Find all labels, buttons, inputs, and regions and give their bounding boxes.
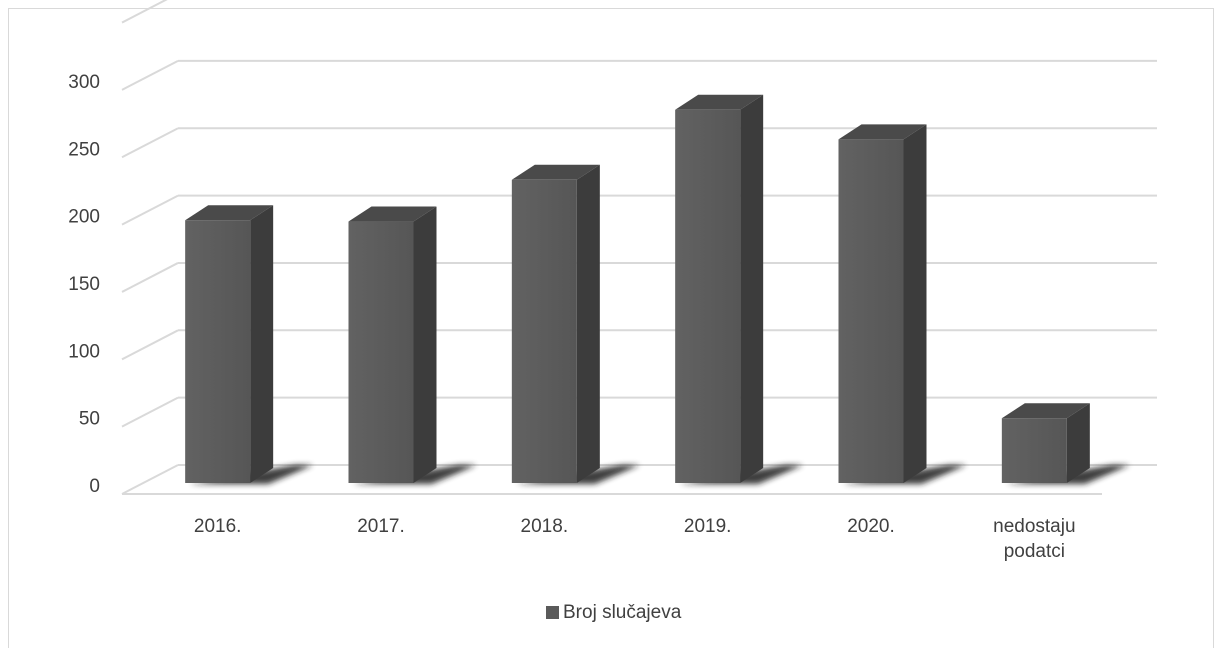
bar-front bbox=[675, 109, 741, 484]
x-tick-label: 2016. bbox=[194, 516, 242, 537]
bars bbox=[185, 94, 1090, 484]
y-tick-label: 50 bbox=[79, 409, 100, 430]
y-axis: 0 50 100 150 200 250 300 bbox=[68, 72, 100, 497]
gridline-diagonal bbox=[121, 60, 179, 91]
bar-front bbox=[838, 139, 904, 483]
bar-top bbox=[511, 164, 600, 180]
bar bbox=[185, 205, 274, 483]
x-tick-label: 2018. bbox=[521, 516, 569, 537]
y-tick-label: 250 bbox=[68, 139, 100, 160]
y-tick-label: 300 bbox=[68, 72, 100, 93]
x-axis: 2016. 2017. 2018. 2019. 2020. nedostaju podatc… bbox=[194, 516, 1076, 562]
gridline-diagonal bbox=[121, 194, 179, 226]
bar bbox=[675, 94, 764, 484]
legend: Broj slučajeva bbox=[546, 602, 682, 623]
gridline-diagonal bbox=[121, 464, 179, 495]
bar-side bbox=[1066, 403, 1090, 483]
bar-top bbox=[185, 205, 274, 221]
y-tick-label: 100 bbox=[68, 341, 100, 362]
x-tick-label: 2020. bbox=[847, 516, 895, 537]
bar-top bbox=[675, 94, 764, 110]
gridline-diagonal bbox=[121, 262, 179, 293]
x-tick-label: podatci bbox=[1004, 541, 1065, 562]
bar-front bbox=[1001, 418, 1067, 483]
chart-frame bbox=[8, 8, 1214, 648]
x-tick-label: 2019. bbox=[684, 516, 732, 537]
y-tick-label: 0 bbox=[89, 476, 100, 497]
gridline-diagonal bbox=[121, 0, 168, 24]
legend-swatch bbox=[546, 606, 559, 619]
gridline-diagonal bbox=[121, 396, 179, 428]
bar-side bbox=[250, 205, 274, 483]
x-tick-label: 2017. bbox=[357, 516, 405, 537]
legend-label: Broj slučajeva bbox=[563, 602, 682, 623]
x-tick-label: nedostaju bbox=[993, 516, 1075, 537]
bar bbox=[511, 164, 600, 483]
bar-side bbox=[903, 124, 927, 483]
bar bbox=[1001, 403, 1090, 483]
bar-side bbox=[413, 206, 437, 483]
bar-top bbox=[1001, 403, 1090, 419]
bar-top bbox=[838, 124, 927, 140]
bar-front bbox=[348, 221, 414, 483]
bar-side bbox=[740, 94, 764, 484]
gridlines bbox=[121, 0, 1157, 495]
y-tick-label: 200 bbox=[68, 207, 100, 228]
bar bbox=[348, 206, 437, 483]
bar-shadows bbox=[189, 465, 1130, 484]
bar-top bbox=[348, 206, 437, 222]
bar bbox=[838, 124, 927, 483]
bar-front bbox=[511, 179, 577, 483]
bar-front bbox=[185, 220, 251, 483]
y-tick-label: 150 bbox=[68, 274, 100, 295]
bar-side bbox=[576, 164, 600, 483]
gridline-diagonal bbox=[121, 329, 179, 361]
gridline-diagonal bbox=[121, 127, 179, 159]
